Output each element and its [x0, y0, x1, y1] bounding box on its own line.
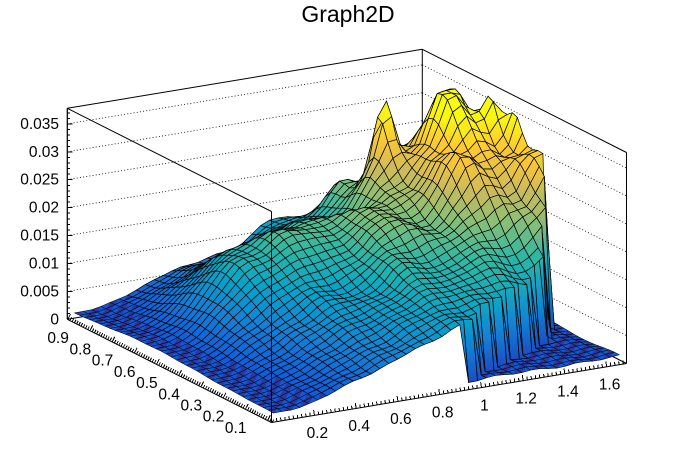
svg-text:0: 0 — [50, 311, 59, 328]
svg-text:0.035: 0.035 — [20, 116, 59, 133]
svg-text:0.8: 0.8 — [70, 341, 92, 358]
svg-text:0.4: 0.4 — [158, 386, 180, 403]
svg-text:0.025: 0.025 — [20, 172, 59, 189]
svg-text:1.6: 1.6 — [599, 377, 621, 394]
svg-text:0.1: 0.1 — [225, 420, 247, 437]
svg-text:1.4: 1.4 — [557, 384, 579, 401]
svg-text:0.02: 0.02 — [29, 200, 59, 217]
svg-text:0.005: 0.005 — [20, 283, 59, 300]
svg-text:0.2: 0.2 — [203, 409, 225, 426]
svg-text:Graph2D: Graph2D — [301, 1, 394, 27]
svg-text:0.4: 0.4 — [348, 418, 370, 435]
svg-text:0.2: 0.2 — [307, 425, 329, 442]
svg-text:0.3: 0.3 — [181, 398, 203, 415]
svg-text:0.5: 0.5 — [136, 375, 158, 392]
svg-text:0.6: 0.6 — [390, 411, 412, 428]
svg-text:0.7: 0.7 — [92, 353, 114, 370]
svg-text:0.6: 0.6 — [114, 364, 136, 381]
svg-text:0.03: 0.03 — [29, 144, 59, 161]
svg-text:0.015: 0.015 — [20, 228, 59, 245]
svg-text:0.01: 0.01 — [29, 256, 59, 273]
svg-text:0.9: 0.9 — [47, 330, 69, 347]
svg-text:1: 1 — [480, 397, 489, 414]
svg-text:0.8: 0.8 — [432, 404, 454, 421]
svg-text:1.2: 1.2 — [515, 390, 537, 407]
